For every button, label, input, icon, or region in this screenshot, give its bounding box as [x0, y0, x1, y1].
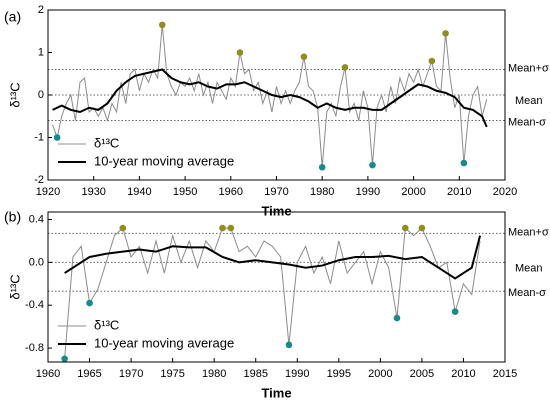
series-line — [64, 227, 481, 359]
y-tick-label: 0.4 — [29, 213, 44, 225]
x-tick-label: 1990 — [285, 368, 309, 380]
x-tick-label: 1990 — [356, 186, 380, 198]
extreme-point — [119, 224, 127, 232]
extreme-point — [227, 224, 235, 232]
extreme-point — [341, 64, 349, 71]
extreme-point — [219, 224, 226, 232]
x-tick-label: 1960 — [36, 368, 60, 380]
x-tick-label: 2020 — [493, 186, 517, 198]
legend-label: δ¹³C — [94, 317, 119, 332]
extreme-point — [236, 49, 244, 56]
extreme-point — [460, 159, 468, 167]
y-tick-label: 2 — [38, 4, 44, 16]
x-tick-label: 2000 — [368, 368, 392, 380]
x-tick-label: 1930 — [81, 186, 105, 198]
x-tick-label: 1940 — [127, 186, 151, 198]
x-tick-label: 1985 — [243, 368, 267, 380]
x-tick-label: 2010 — [447, 186, 471, 198]
y-axis-label: δ¹³C — [7, 274, 22, 299]
legend-label: 10-year moving average — [94, 153, 234, 168]
reference-label: Mean — [515, 95, 543, 107]
x-tick-label: 2010 — [451, 368, 475, 380]
reference-label: Mean+σ — [508, 62, 549, 74]
reference-label: Mean — [515, 262, 543, 274]
x-tick-label: 1970 — [119, 368, 143, 380]
y-tick-label: 0.0 — [29, 256, 44, 268]
extreme-point — [393, 314, 401, 322]
extreme-point — [451, 308, 459, 315]
x-tick-label: 1920 — [36, 186, 60, 198]
y-axis-label: δ¹³C — [7, 82, 22, 107]
extreme-point — [53, 134, 61, 141]
y-tick-label: 1 — [38, 46, 44, 58]
x-tick-label: 1970 — [264, 186, 288, 198]
series-line — [52, 24, 488, 168]
x-tick-label: 1980 — [310, 186, 334, 198]
panel-label: (a) — [4, 9, 21, 25]
extreme-point — [61, 355, 68, 363]
reference-label: Mean-σ — [508, 287, 546, 299]
extreme-point — [369, 161, 376, 169]
y-tick-label: -2 — [34, 174, 44, 186]
extreme-point — [418, 224, 426, 232]
series-line — [52, 68, 488, 128]
x-tick-label: 1950 — [173, 186, 197, 198]
reference-label: Mean-σ — [508, 116, 546, 128]
x-axis-label: Time — [261, 203, 291, 218]
x-tick-label: 2000 — [401, 186, 425, 198]
x-tick-label: 1975 — [160, 368, 184, 380]
y-tick-label: 0 — [38, 89, 44, 101]
extreme-point — [300, 53, 308, 61]
extreme-point — [442, 30, 449, 37]
extreme-point — [86, 299, 93, 307]
extreme-point — [285, 341, 293, 349]
reference-label: Mean+σ — [508, 226, 549, 238]
x-tick-label: 1960 — [219, 186, 243, 198]
legend-label: δ¹³C — [94, 135, 119, 150]
x-tick-label: 1995 — [327, 368, 351, 380]
y-tick-label: -0.4 — [25, 299, 44, 311]
x-axis-label: Time — [261, 385, 291, 400]
x-tick-label: 1965 — [77, 368, 101, 380]
legend-label: 10-year moving average — [94, 335, 234, 350]
extreme-point — [318, 163, 326, 171]
extreme-point — [428, 57, 436, 65]
x-tick-label: 1980 — [202, 368, 226, 380]
panel-label: (b) — [4, 209, 21, 225]
y-tick-label: -1 — [34, 131, 44, 143]
x-tick-label: 2005 — [410, 368, 434, 380]
plot-frame — [47, 211, 506, 363]
series-line — [64, 235, 482, 280]
extreme-point — [401, 224, 409, 232]
y-tick-label: -0.8 — [25, 342, 44, 354]
x-tick-label: 2015 — [493, 368, 517, 380]
extreme-point — [158, 21, 166, 29]
